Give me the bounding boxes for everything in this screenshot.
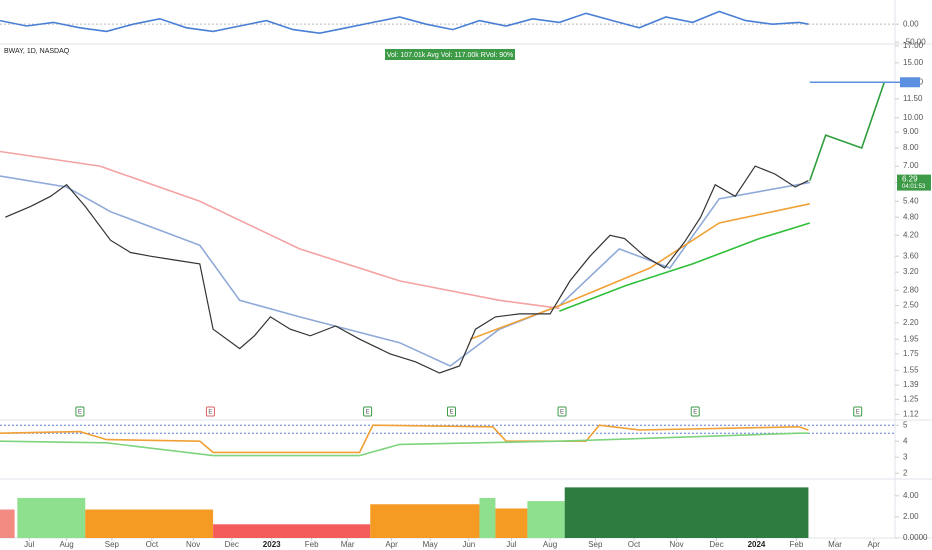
earnings-label: E [78, 410, 82, 416]
y-tick-label: 3 [903, 452, 908, 461]
y-tick-label: 1.39 [903, 380, 919, 389]
series-line [0, 175, 810, 367]
earnings-label: E [449, 410, 453, 416]
y-tick-label: 4.00 [903, 491, 919, 500]
x-tick-label: Aug [543, 540, 557, 549]
x-tick-label: Apr [385, 540, 398, 549]
y-tick-label: 10.00 [903, 113, 924, 122]
y-tick-label: 2.00 [903, 512, 919, 521]
countdown: 04:01:53 [902, 184, 926, 190]
x-tick-label: Nov [186, 540, 200, 549]
target-box [900, 77, 920, 88]
series-line [0, 10, 809, 35]
x-tick-label: Oct [146, 540, 159, 549]
earnings-marker [557, 406, 567, 417]
x-tick-label: Feb [305, 540, 319, 549]
y-tick-label: 2.20 [903, 318, 919, 327]
series-line [469, 203, 810, 340]
y-tick-label: 1.55 [903, 365, 919, 374]
y-tick-label: 3.60 [903, 251, 919, 260]
regime-bar [564, 487, 809, 538]
regime-bar [495, 508, 528, 538]
y-tick-label: 1.12 [903, 409, 919, 418]
y-tick-label: 4.80 [903, 212, 919, 221]
y-tick-label: 1.95 [903, 334, 919, 343]
x-tick-label: Sep [105, 540, 120, 549]
series-line [559, 222, 811, 312]
y-tick-label: 1.75 [903, 349, 919, 358]
series-line [0, 424, 809, 454]
earnings-label: E [856, 410, 860, 416]
regime-bar [370, 504, 480, 538]
y-tick-label: 5 [903, 420, 908, 429]
regime-bar [17, 497, 86, 538]
earnings-marker [363, 406, 373, 417]
y-tick-label: 17.00 [903, 41, 924, 50]
regime-bar [213, 524, 371, 538]
y-tick-label: 0.0000 [903, 533, 928, 542]
earnings-marker [853, 406, 863, 417]
x-tick-label: Oct [628, 540, 641, 549]
earnings-marker [75, 406, 85, 417]
y-tick-label: 8.00 [903, 143, 919, 152]
earnings-label: E [208, 410, 212, 416]
stats-box [385, 49, 515, 60]
y-tick-label: 2 [903, 468, 908, 477]
x-tick-label: 2024 [748, 540, 766, 549]
x-tick-label: Feb [790, 540, 804, 549]
y-tick-label: 7.00 [903, 161, 919, 170]
earnings-label: E [560, 410, 564, 416]
x-tick-label: 2023 [263, 540, 281, 549]
x-tick-label: Nov [669, 540, 683, 549]
earnings-label: E [693, 410, 697, 416]
y-tick-label: -50.00 [903, 37, 926, 46]
regime-bar [479, 497, 496, 538]
x-tick-label: May [423, 540, 438, 549]
y-tick-label: 3.20 [903, 267, 919, 276]
x-tick-label: Jul [24, 540, 34, 549]
y-tick-label: 9.00 [903, 127, 919, 136]
earnings-marker [690, 406, 700, 417]
x-tick-label: Aug [59, 540, 73, 549]
y-tick-label: 2.80 [903, 285, 919, 294]
x-tick-label: Dec [709, 540, 723, 549]
y-tick-label: 5.40 [903, 196, 919, 205]
x-tick-label: Jun [462, 540, 475, 549]
earnings-marker [205, 406, 215, 417]
series-line [5, 165, 809, 374]
earnings-marker [446, 406, 456, 417]
series-line [0, 432, 809, 457]
last-price-box [897, 174, 931, 191]
x-tick-label: Jul [506, 540, 516, 549]
last-price: 6.29 [902, 175, 918, 184]
y-tick-label: 15.00 [903, 58, 924, 67]
series-line [0, 150, 560, 310]
regime-bar [85, 509, 214, 538]
series-line [809, 82, 886, 181]
symbol: BWAY, 1D, NASDAQ [4, 48, 70, 55]
regime-bar [0, 509, 15, 538]
x-tick-label: Apr [867, 540, 880, 549]
regime-bar [527, 501, 565, 538]
y-tick-label: 11.50 [903, 94, 923, 103]
y-tick-label: 1.25 [903, 395, 919, 404]
earnings-label: E [366, 410, 370, 416]
x-tick-label: Sep [588, 540, 603, 549]
y-tick-label: 0.00 [903, 19, 919, 28]
y-tick-label: 4.20 [903, 230, 919, 239]
x-tick-label: Dec [225, 540, 239, 549]
y-tick-label: 2.50 [903, 301, 919, 310]
x-tick-label: Mar [341, 540, 355, 549]
y-tick-label: 4 [903, 436, 908, 445]
x-tick-label: Mar [828, 540, 842, 549]
stats: Vol: 107.01k Avg Vol: 117.00k RVol: 90% [387, 52, 514, 59]
